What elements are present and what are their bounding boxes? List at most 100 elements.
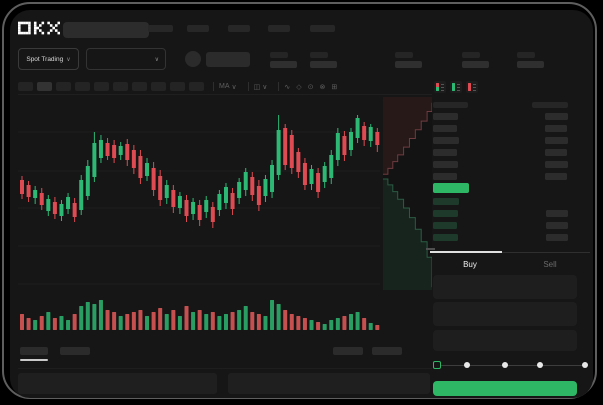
- bid-amount-bar[interactable]: [546, 210, 568, 217]
- bid-amount-bar[interactable]: [546, 222, 568, 229]
- orderbook-view-asks-icon[interactable]: [466, 81, 478, 93]
- timeframe-button-2[interactable]: [37, 82, 52, 91]
- bid-price-bar[interactable]: [433, 198, 459, 205]
- timeframe-button-4[interactable]: [75, 82, 90, 91]
- eraser-tool-icon[interactable]: ◇: [296, 83, 302, 91]
- wave-tool-icon[interactable]: ∿: [284, 83, 291, 91]
- slider-stop-3[interactable]: [502, 362, 508, 368]
- stat-label-bar: [462, 52, 480, 58]
- list-lines: [440, 83, 444, 91]
- toolbar-separator: [18, 94, 432, 95]
- ask-amount-bar[interactable]: [545, 161, 568, 168]
- ask-price-bar[interactable]: [433, 161, 458, 168]
- chart-toolbar: MA ∨ ◫ ∨ ∿ ◇ ⊙ ⊗ ⊞: [18, 80, 432, 93]
- search-input[interactable]: [63, 22, 149, 38]
- indicator-dropdown[interactable]: MA ∨: [219, 83, 237, 91]
- amount-slider-track[interactable]: [437, 365, 585, 366]
- bottom-tab-2[interactable]: [60, 347, 90, 355]
- chart-tool-icons: ∿ ◇ ⊙ ⊗ ⊞: [284, 83, 343, 91]
- ticker-stat-3: [395, 52, 422, 68]
- timeframe-button-5[interactable]: [94, 82, 109, 91]
- nav-item-2[interactable]: [187, 25, 209, 32]
- stat-label-bar: [270, 52, 288, 58]
- ask-amount-bar[interactable]: [545, 113, 568, 120]
- market-type-selector[interactable]: Spot Trading ∨: [18, 48, 79, 70]
- orderbook-price-header: [433, 102, 468, 108]
- candlestick-chart[interactable]: [18, 95, 380, 290]
- bottom-tab-1[interactable]: [20, 347, 48, 355]
- timeframe-button-7[interactable]: [132, 82, 147, 91]
- timeframe-button-3[interactable]: [56, 82, 71, 91]
- ticker-stat-1: [270, 52, 297, 68]
- ask-price-bar[interactable]: [433, 149, 457, 156]
- timeframe-button-10[interactable]: [189, 82, 204, 91]
- nav-item-3[interactable]: [228, 25, 250, 32]
- slider-handle[interactable]: [433, 361, 441, 369]
- history-panel: [228, 373, 430, 394]
- ask-price-bar[interactable]: [433, 137, 459, 144]
- ask-price-bar[interactable]: [433, 113, 458, 120]
- bid-price-bar[interactable]: [433, 222, 457, 229]
- chevron-down-icon: ∨: [262, 83, 268, 91]
- ticker-stat-4: [462, 52, 489, 68]
- ask-amount-bar[interactable]: [545, 125, 567, 132]
- stat-value-bar: [270, 61, 297, 68]
- ask-amount-bar[interactable]: [545, 137, 568, 144]
- stat-label-bar: [517, 52, 535, 58]
- orderbook-view-both-icon[interactable]: [434, 81, 446, 93]
- chevron-down-icon: ∨: [66, 56, 71, 63]
- stat-value-bar: [310, 61, 337, 68]
- stat-label-bar: [395, 52, 413, 58]
- price-input[interactable]: [433, 275, 577, 299]
- ask-amount-bar[interactable]: [545, 149, 567, 156]
- toolbar-divider: [247, 82, 249, 91]
- stat-value-bar: [517, 61, 544, 68]
- nav-item-1[interactable]: [148, 25, 173, 32]
- chevron-down-icon: ∨: [154, 56, 159, 63]
- toolbar-divider: [278, 82, 280, 91]
- slider-stop-4[interactable]: [537, 362, 543, 368]
- orderbook-view-bids-icon[interactable]: [450, 81, 462, 93]
- amount-input[interactable]: [433, 302, 577, 326]
- ask-price-bar[interactable]: [433, 173, 457, 180]
- bid-amount-bar[interactable]: [546, 234, 568, 241]
- tab-buy[interactable]: Buy: [463, 259, 477, 269]
- red-column: [468, 83, 471, 91]
- bid-price-bar[interactable]: [433, 210, 458, 217]
- total-input[interactable]: [433, 330, 577, 351]
- buy-submit-button[interactable]: [433, 381, 577, 396]
- timeframe-button-9[interactable]: [170, 82, 185, 91]
- ask-amount-bar[interactable]: [545, 173, 567, 180]
- toolbar-divider: [213, 82, 214, 91]
- depth-chart[interactable]: [383, 97, 432, 290]
- tab-sell[interactable]: Sell: [543, 259, 557, 269]
- last-price-badge[interactable]: [433, 183, 469, 193]
- chart-style-icon: ◫: [253, 83, 261, 91]
- split-color-column: [436, 83, 439, 91]
- ask-price-bar[interactable]: [433, 125, 457, 132]
- chart-style-dropdown[interactable]: ◫ ∨: [254, 83, 268, 91]
- settings-icon[interactable]: ⊗: [319, 83, 326, 91]
- list-lines: [472, 83, 476, 91]
- pair-selector[interactable]: ∨: [86, 48, 166, 70]
- camera-icon[interactable]: ⊙: [307, 83, 314, 91]
- fullscreen-icon[interactable]: ⊞: [331, 83, 338, 91]
- stat-label-bar: [310, 52, 328, 58]
- indicator-label: MA: [219, 83, 230, 90]
- bid-price-bar[interactable]: [433, 234, 458, 241]
- timeframe-button-8[interactable]: [151, 82, 166, 91]
- nav-item-4[interactable]: [268, 25, 290, 32]
- timeframe-button-1[interactable]: [18, 82, 33, 91]
- bottom-right-control-1[interactable]: [333, 347, 363, 355]
- orders-panel: [18, 373, 217, 394]
- list-lines: [456, 83, 460, 91]
- pair-name-pill[interactable]: [206, 52, 250, 67]
- timeframe-button-6[interactable]: [113, 82, 128, 91]
- nav-item-5[interactable]: [310, 25, 335, 32]
- orderbook-amount-header: [532, 102, 568, 108]
- slider-stop-2[interactable]: [464, 362, 470, 368]
- bottom-right-control-2[interactable]: [372, 347, 402, 355]
- stat-value-bar: [395, 61, 422, 68]
- okx-logo[interactable]: [18, 21, 60, 35]
- slider-stop-5[interactable]: [582, 362, 588, 368]
